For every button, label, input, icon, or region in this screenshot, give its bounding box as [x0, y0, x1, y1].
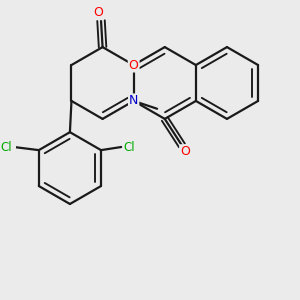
Text: Cl: Cl: [0, 140, 12, 154]
Text: O: O: [93, 6, 103, 19]
Text: O: O: [180, 145, 190, 158]
Text: Cl: Cl: [123, 140, 135, 154]
Text: N: N: [129, 94, 138, 107]
Text: O: O: [129, 58, 139, 71]
